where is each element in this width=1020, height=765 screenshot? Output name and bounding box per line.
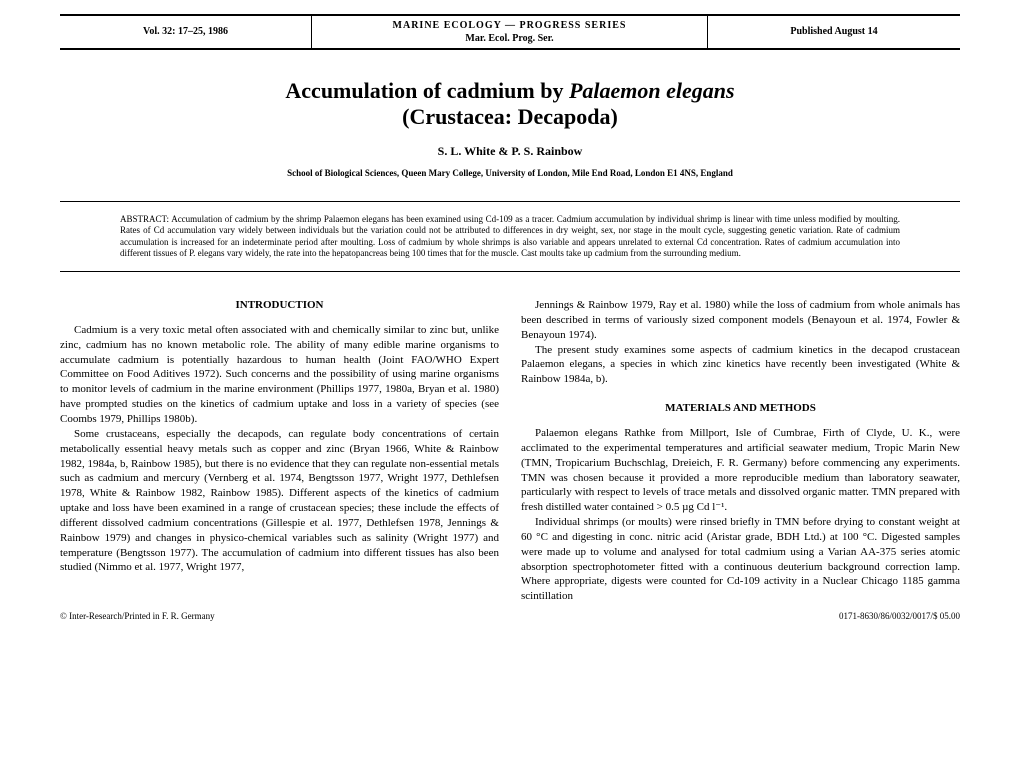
authors: S. L. White & P. S. Rainbow <box>60 143 960 159</box>
methods-heading: MATERIALS AND METHODS <box>521 401 960 416</box>
footer: © Inter-Research/Printed in F. R. German… <box>60 610 960 622</box>
title-block: Accumulation of cadmium by Palaemon eleg… <box>60 78 960 131</box>
introduction-heading: INTRODUCTION <box>60 298 499 313</box>
methods-paragraph-2: Individual shrimps (or moults) were rins… <box>521 515 960 604</box>
title-line1-pre: Accumulation of cadmium by <box>285 78 569 103</box>
title-line2: (Crustacea: Decapoda) <box>402 104 618 129</box>
abstract: ABSTRACT: Accumulation of cadmium by the… <box>60 201 960 272</box>
header-journal: MARINE ECOLOGY — PROGRESS SERIES Mar. Ec… <box>312 16 708 48</box>
left-column: INTRODUCTION Cadmium is a very toxic met… <box>60 298 499 604</box>
body-columns: INTRODUCTION Cadmium is a very toxic met… <box>60 298 960 604</box>
abstract-label: ABSTRACT: <box>120 214 169 224</box>
footer-copyright: © Inter-Research/Printed in F. R. German… <box>60 610 215 622</box>
abstract-text: Accumulation of cadmium by the shrimp Pa… <box>120 214 900 258</box>
journal-name: MARINE ECOLOGY — PROGRESS SERIES <box>393 19 627 33</box>
right-column: Jennings & Rainbow 1979, Ray et al. 1980… <box>521 298 960 604</box>
intro-continuation: Jennings & Rainbow 1979, Ray et al. 1980… <box>521 298 960 343</box>
affiliation: School of Biological Sciences, Queen Mar… <box>60 167 960 179</box>
intro-paragraph-1: Cadmium is a very toxic metal often asso… <box>60 323 499 427</box>
header-published: Published August 14 <box>708 16 960 48</box>
intro-paragraph-2: Some crustaceans, especially the decapod… <box>60 427 499 575</box>
methods-paragraph-1: Palaemon elegans Rathke from Millport, I… <box>521 426 960 515</box>
header-volume: Vol. 32: 17–25, 1986 <box>60 16 312 48</box>
intro-paragraph-3: The present study examines some aspects … <box>521 343 960 388</box>
title-line1-latin: Palaemon elegans <box>569 78 735 103</box>
footer-issn: 0171-8630/86/0032/0017/$ 05.00 <box>839 610 960 622</box>
journal-abbrev: Mar. Ecol. Prog. Ser. <box>465 32 553 46</box>
journal-header: Vol. 32: 17–25, 1986 MARINE ECOLOGY — PR… <box>60 14 960 50</box>
article-title: Accumulation of cadmium by Palaemon eleg… <box>60 78 960 131</box>
